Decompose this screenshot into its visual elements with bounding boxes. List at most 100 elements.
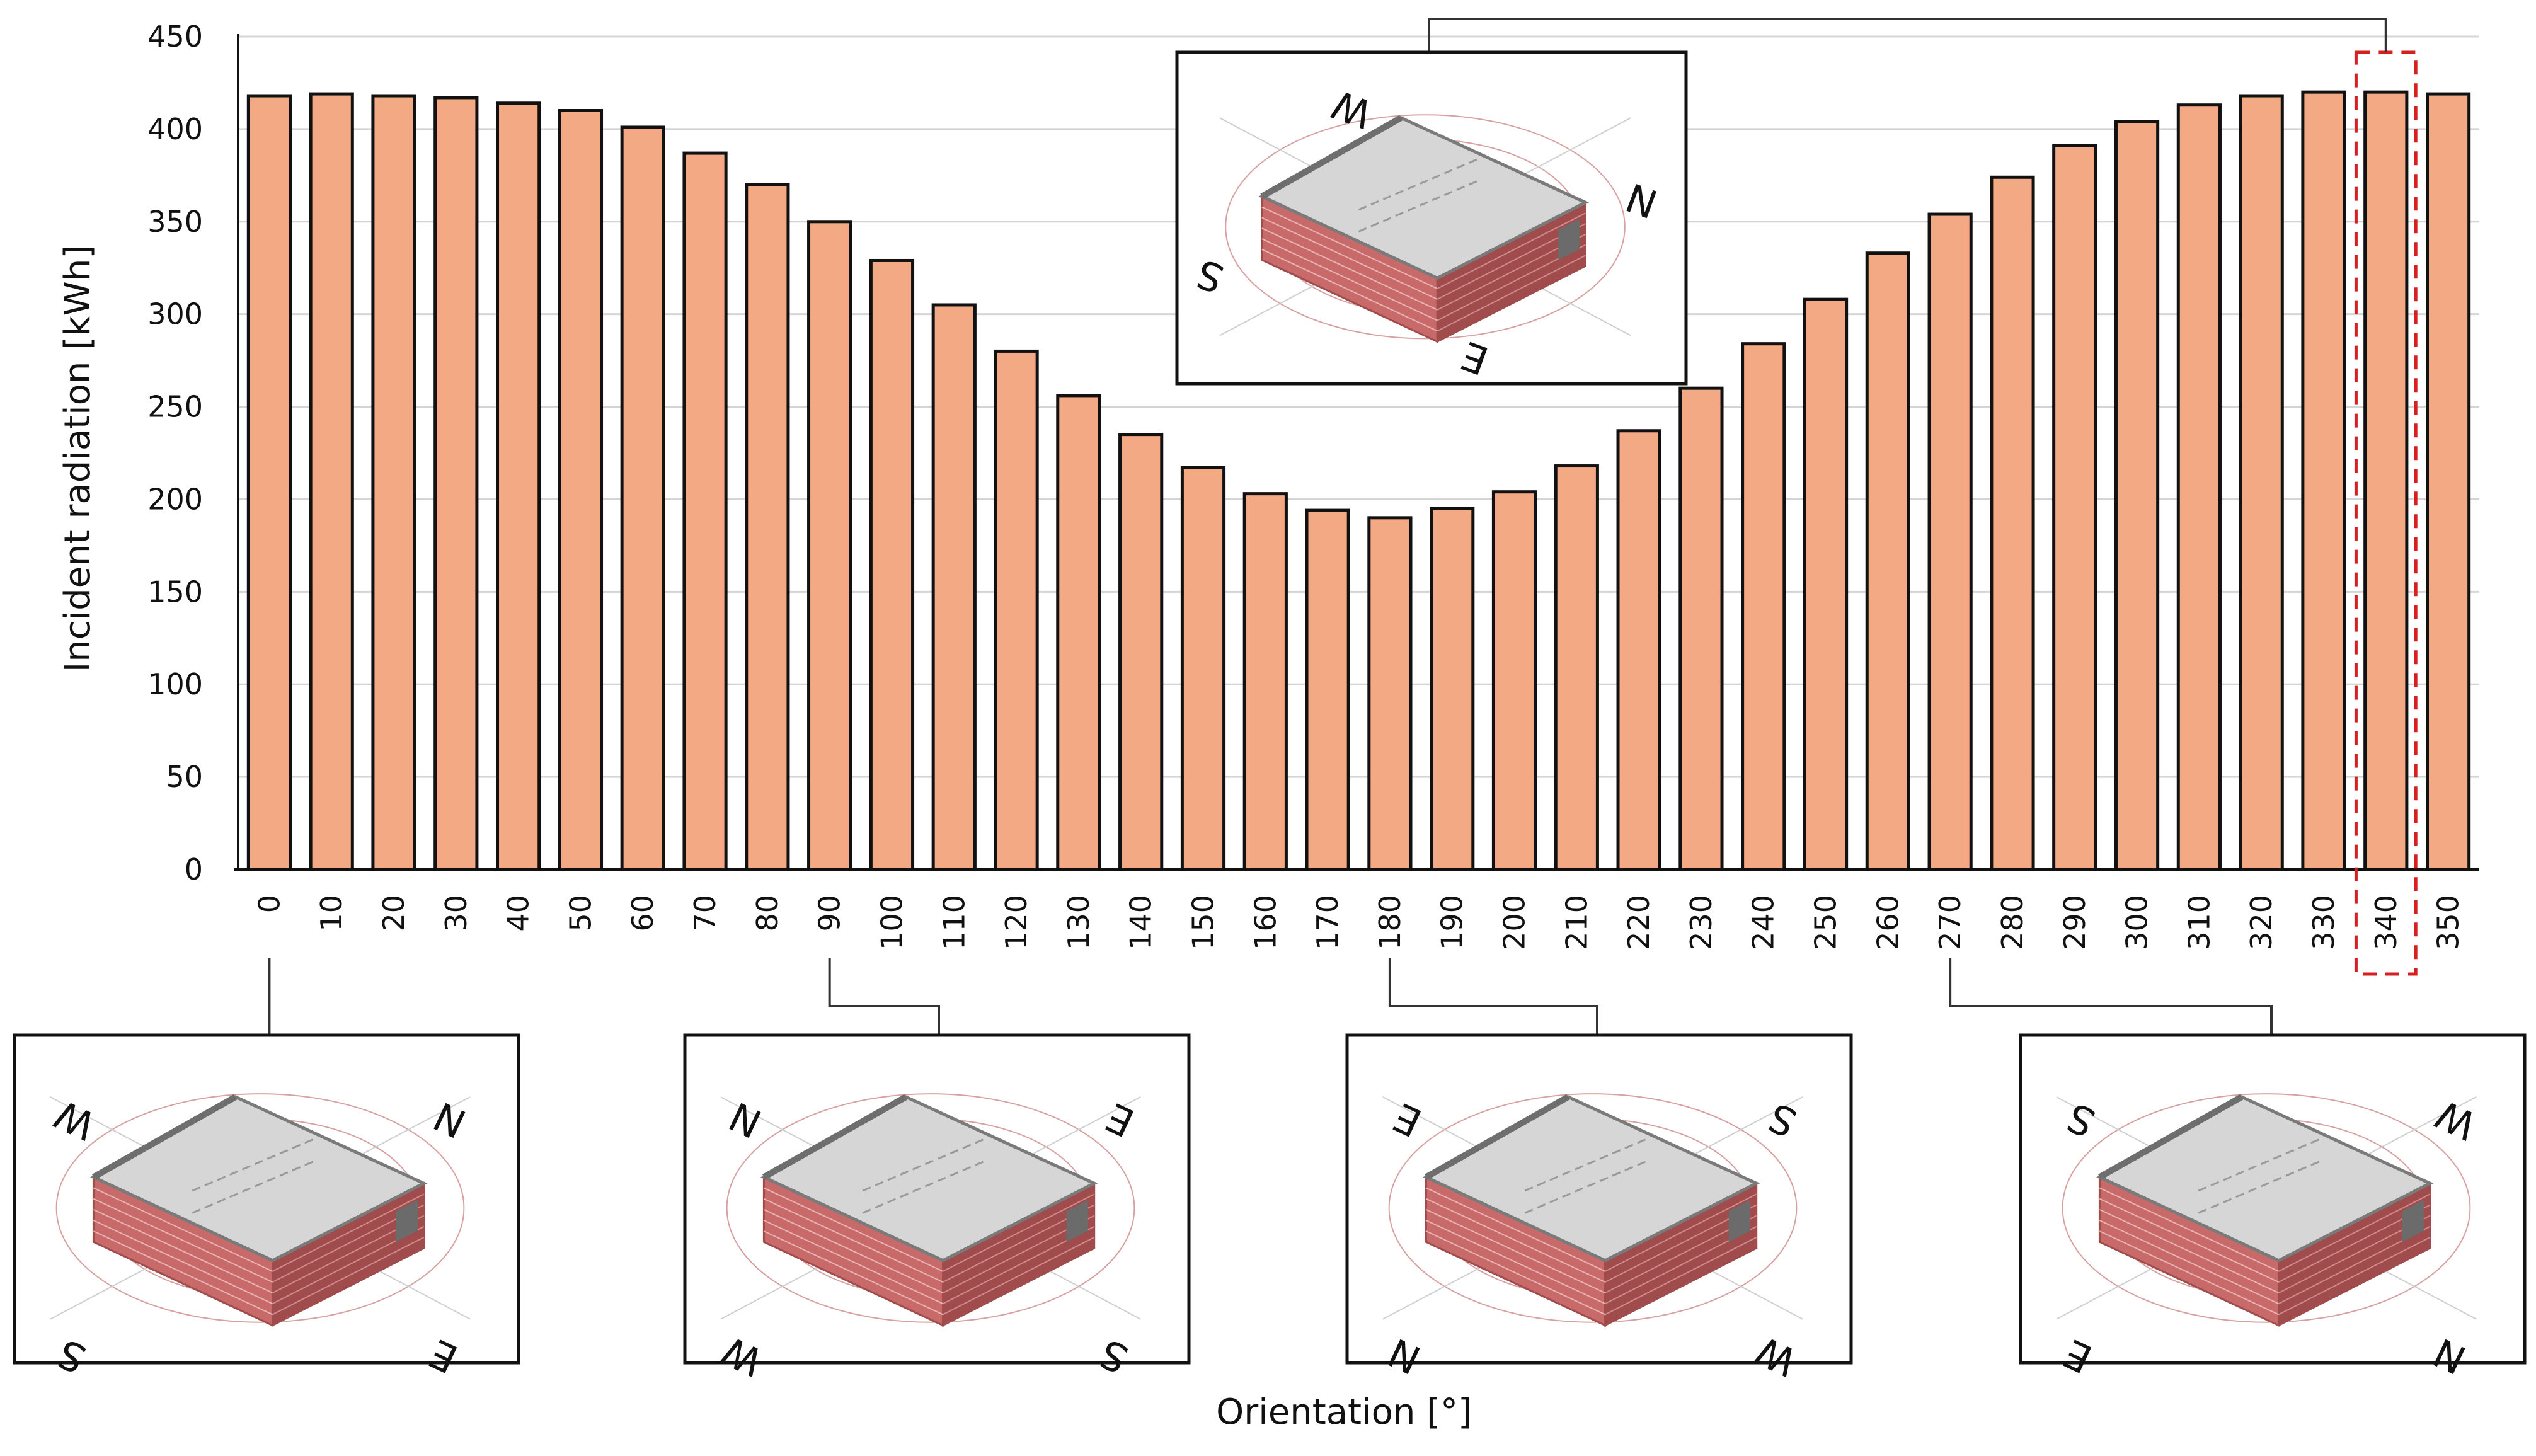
connector-90 — [828, 958, 940, 1035]
roof-skylights — [1524, 1159, 1649, 1214]
brick-course — [943, 1237, 1095, 1316]
connector-180 — [1388, 958, 1598, 1035]
y-tick-labels: 0 50 100 150 200 250 300 350 400 450 — [147, 20, 203, 886]
y-tick-label: 200 — [147, 482, 203, 516]
x-tick-label: 170 — [1311, 895, 1345, 950]
y-axis-title: Incident radiation [kWh] — [57, 245, 98, 672]
bar-290 — [2052, 144, 2097, 871]
bar-50 — [558, 109, 604, 871]
building-parapet — [2097, 1094, 2244, 1180]
x-tick-label: 350 — [2431, 895, 2465, 950]
roof-skylights — [862, 1159, 987, 1214]
brick-course — [2099, 1230, 2280, 1316]
compass-ring — [55, 1093, 465, 1323]
bar-70 — [682, 151, 728, 871]
bar-310 — [2176, 103, 2222, 871]
brick-course — [2099, 1208, 2280, 1294]
inset-180: E SN W — [1345, 1033, 1853, 1385]
brick-course — [93, 1198, 273, 1283]
x-tick-label: 20 — [377, 895, 411, 932]
brick-course — [1425, 1208, 1606, 1294]
bar-160 — [1242, 492, 1288, 871]
brick-course — [763, 1208, 944, 1294]
x-tick-label: 320 — [2244, 895, 2278, 950]
building-parapet — [91, 1094, 238, 1180]
brick-course — [1437, 255, 1586, 332]
y-tick-label: 300 — [147, 297, 203, 331]
bar-110 — [931, 303, 977, 871]
brick-course — [1261, 227, 1438, 311]
bar-220 — [1616, 429, 1661, 871]
brick-course — [763, 1230, 944, 1316]
compass-ring — [1388, 1093, 1798, 1323]
bar-60 — [620, 125, 665, 871]
roof-skylights — [2198, 1137, 2322, 1192]
bar-230 — [1678, 386, 1724, 871]
x-tick-label: 30 — [439, 895, 473, 932]
brick-course — [763, 1198, 944, 1283]
brick-course — [93, 1230, 273, 1316]
x-tick-label: 310 — [2182, 895, 2216, 950]
building-door — [396, 1200, 418, 1242]
x-tick-labels: 0 10 20 30 40 50 60 70 80 90 100 110 120 130 140 150 160… — [252, 895, 2465, 950]
x-tick-label: 270 — [1933, 895, 1967, 950]
brick-course — [2099, 1220, 2280, 1305]
bar-240 — [1741, 342, 1786, 871]
bar-150 — [1180, 466, 1226, 871]
roof-skylights — [192, 1159, 316, 1214]
bar-210 — [1554, 464, 1599, 871]
x-tick-label: 100 — [875, 895, 909, 950]
brick-course — [272, 1237, 425, 1316]
y-tick-label: 100 — [147, 667, 203, 701]
x-tick-label: 50 — [563, 895, 597, 932]
x-tick-label: 130 — [1062, 895, 1096, 950]
connector-270 — [1949, 958, 2273, 1035]
bar-320 — [2239, 94, 2284, 871]
bar-10 — [309, 92, 354, 871]
brick-course — [2099, 1187, 2280, 1272]
inset-90: N EW S — [683, 1033, 1191, 1385]
y-tick-label: 150 — [147, 575, 203, 609]
x-tick-label: 10 — [314, 895, 348, 932]
roof-skylights — [2198, 1159, 2322, 1214]
x-tick-label: 80 — [750, 895, 784, 932]
bar-260 — [1865, 251, 1910, 871]
bar-330 — [2301, 90, 2346, 871]
brick-course — [1261, 238, 1438, 321]
brick-course — [93, 1208, 273, 1294]
brick-course — [93, 1220, 273, 1305]
bar-270 — [1927, 212, 1973, 871]
bar-90 — [807, 220, 852, 871]
inset-0: W NS E — [13, 1033, 520, 1382]
x-tick-label: 250 — [1809, 895, 1843, 950]
roof-skylights — [862, 1137, 987, 1192]
x-tick-label: 290 — [2058, 895, 2092, 950]
brick-course — [93, 1187, 273, 1272]
brick-course — [272, 1193, 425, 1272]
bar-250 — [1803, 297, 1849, 871]
brick-course — [1425, 1187, 1606, 1272]
building-parapet — [762, 1094, 908, 1180]
bar-180 — [1367, 516, 1413, 871]
y-tick-label: 400 — [147, 112, 203, 146]
x-tick-label: 200 — [1498, 895, 1532, 950]
x-tick-label: 120 — [999, 895, 1033, 950]
bar-190 — [1430, 507, 1475, 871]
y-tick-label: 0 — [185, 852, 203, 886]
y-tick-label: 350 — [147, 205, 203, 239]
x-axis-title: Orientation [°] — [1216, 1392, 1472, 1433]
roof-skylights — [192, 1137, 316, 1192]
brick-course — [1605, 1237, 1757, 1316]
brick-course — [2099, 1198, 2280, 1283]
bar-20 — [371, 94, 416, 871]
building-door — [2402, 1200, 2424, 1242]
bar-300 — [2114, 120, 2160, 871]
x-tick-label: 150 — [1186, 895, 1220, 950]
brick-course — [2278, 1193, 2431, 1272]
x-tick-label: 70 — [688, 895, 722, 932]
building-door — [1066, 1200, 1088, 1242]
brick-course — [763, 1220, 944, 1305]
x-tick-label: 90 — [813, 895, 847, 932]
x-tick-label: 190 — [1435, 895, 1469, 950]
